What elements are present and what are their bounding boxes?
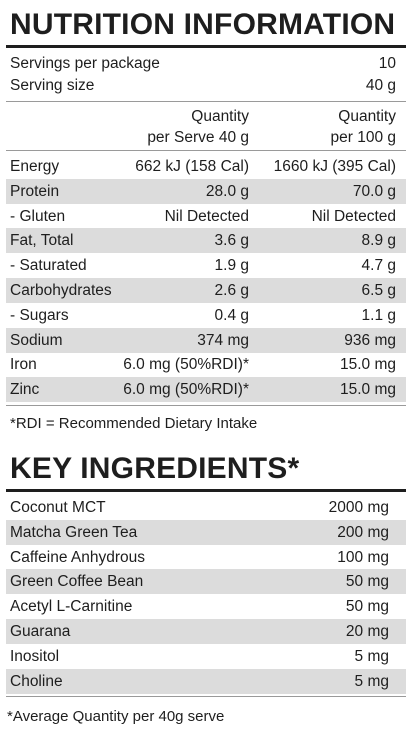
per-100g-value: 1660 kJ (395 Cal) xyxy=(273,158,396,175)
col-header-line: Quantity xyxy=(191,108,249,125)
col-header-per-serve: Quantity per Serve 40 g xyxy=(147,106,249,148)
ingredient-amount: 2000 mg xyxy=(328,499,389,516)
per-serve-value: 28.0 g xyxy=(205,182,249,200)
nutrition-row: Protein 28.0 g 70.0 g xyxy=(6,178,406,204)
ingredient-label: Coconut MCT xyxy=(10,499,106,516)
divider xyxy=(6,696,406,697)
ingredient-amount: 5 mg xyxy=(354,647,389,665)
ingredient-label: Green Coffee Bean xyxy=(10,573,144,591)
ingredients-title: KEY INGREDIENTS* xyxy=(10,452,300,485)
per-100g-value: 6.5 g xyxy=(361,282,396,299)
per-100g-value: 15.0 mg xyxy=(339,381,396,399)
nutrient-label: Iron xyxy=(10,356,37,374)
ingredient-label: Inositol xyxy=(10,647,60,665)
ingredient-row: Acetyl L-Carnitine 50 mg xyxy=(6,594,406,619)
nutrient-label: - Sugars xyxy=(10,306,69,324)
nutrition-row: Iron 6.0 mg (50%RDI)* 15.0 mg xyxy=(6,352,406,377)
nutrient-label: Carbohydrates xyxy=(10,282,112,299)
divider xyxy=(6,489,406,492)
nutrition-row: Sodium 374 mg 936 mg xyxy=(6,327,406,353)
per-100g-value: 8.9 g xyxy=(361,232,396,250)
per-serve-value: 6.0 mg (50%RDI)* xyxy=(123,356,249,374)
ingredient-row: Caffeine Anhydrous 100 mg xyxy=(6,545,406,570)
ingredient-row: Inositol 5 mg xyxy=(6,644,406,669)
divider xyxy=(6,45,406,48)
ingredient-amount: 50 mg xyxy=(345,598,389,616)
serving-size-label: Serving size xyxy=(10,77,95,94)
ingredient-row: Choline 5 mg xyxy=(6,668,406,694)
per-100g-value: 70.0 g xyxy=(352,182,396,200)
per-100g-value: 936 mg xyxy=(344,331,396,349)
per-serve-value: 2.6 g xyxy=(214,282,249,299)
nutrition-row: - Gluten Nil Detected Nil Detected xyxy=(6,204,406,229)
per-serve-value: 1.9 g xyxy=(214,257,249,275)
ingredient-label: Guarana xyxy=(10,623,71,640)
nutrition-row: Zinc 6.0 mg (50%RDI)* 15.0 mg xyxy=(6,377,406,403)
nutrient-label: Fat, Total xyxy=(10,232,74,250)
ingredient-label: Caffeine Anhydrous xyxy=(10,548,146,566)
nutrition-row: Carbohydrates 2.6 g 6.5 g xyxy=(6,278,406,303)
servings-row: Servings per package 10 xyxy=(6,51,406,76)
nutrition-row: Energy 662 kJ (158 Cal) 1660 kJ (395 Cal) xyxy=(6,154,406,179)
ingredient-label: Matcha Green Tea xyxy=(10,523,138,541)
per-serve-value: Nil Detected xyxy=(164,207,249,225)
serving-size-row: Serving size 40 g xyxy=(6,73,406,98)
ingredient-amount: 5 mg xyxy=(354,672,389,690)
nutrient-label: Protein xyxy=(10,182,60,200)
nutrient-label: Zinc xyxy=(10,381,40,399)
per-serve-value: 374 mg xyxy=(197,331,249,349)
per-100g-value: Nil Detected xyxy=(311,207,396,225)
ingredient-row: Coconut MCT 2000 mg xyxy=(6,495,406,520)
nutrient-label: - Gluten xyxy=(10,207,66,225)
ingredient-row: Green Coffee Bean 50 mg xyxy=(6,569,406,595)
per-serve-value: 6.0 mg (50%RDI)* xyxy=(123,381,249,399)
serving-size-value: 40 g xyxy=(365,77,396,94)
divider xyxy=(6,150,406,151)
average-quantity-footnote: *Average Quantity per 40g serve xyxy=(7,708,225,725)
nutrition-row: Fat, Total 3.6 g 8.9 g xyxy=(6,228,406,254)
col-header-line: per 100 g xyxy=(330,129,397,146)
nutrition-row: - Saturated 1.9 g 4.7 g xyxy=(6,253,406,278)
ingredient-amount: 50 mg xyxy=(345,573,389,591)
per-100g-value: 4.7 g xyxy=(361,257,396,275)
nutrient-label: - Saturated xyxy=(10,257,87,275)
per-100g-value: 15.0 mg xyxy=(339,356,396,374)
rdi-note: *RDI = Recommended Dietary Intake xyxy=(10,415,258,432)
ingredient-label: Choline xyxy=(10,672,63,690)
per-serve-value: 0.4 g xyxy=(214,306,249,324)
per-serve-value: 662 kJ (158 Cal) xyxy=(135,158,249,175)
nutrition-title: NUTRITION INFORMATION xyxy=(10,8,396,41)
nutrient-label: Sodium xyxy=(10,331,63,349)
ingredient-label: Acetyl L-Carnitine xyxy=(10,598,133,616)
col-header-line: Quantity xyxy=(338,108,396,125)
nutrient-label: Energy xyxy=(10,158,60,175)
ingredient-amount: 100 mg xyxy=(337,548,389,566)
col-header-line: per Serve 40 g xyxy=(147,129,249,146)
ingredient-row: Matcha Green Tea 200 mg xyxy=(6,519,406,545)
per-100g-value: 1.1 g xyxy=(361,306,396,324)
divider xyxy=(6,101,406,102)
col-header-per-100g: Quantity per 100 g xyxy=(331,106,397,148)
nutrition-row: - Sugars 0.4 g 1.1 g xyxy=(6,303,406,328)
divider xyxy=(6,405,406,406)
ingredient-row: Guarana 20 mg xyxy=(6,619,406,644)
servings-label: Servings per package xyxy=(10,55,160,72)
servings-value: 10 xyxy=(378,55,396,72)
ingredient-amount: 20 mg xyxy=(345,623,389,640)
per-serve-value: 3.6 g xyxy=(214,232,249,250)
ingredient-amount: 200 mg xyxy=(337,523,389,541)
